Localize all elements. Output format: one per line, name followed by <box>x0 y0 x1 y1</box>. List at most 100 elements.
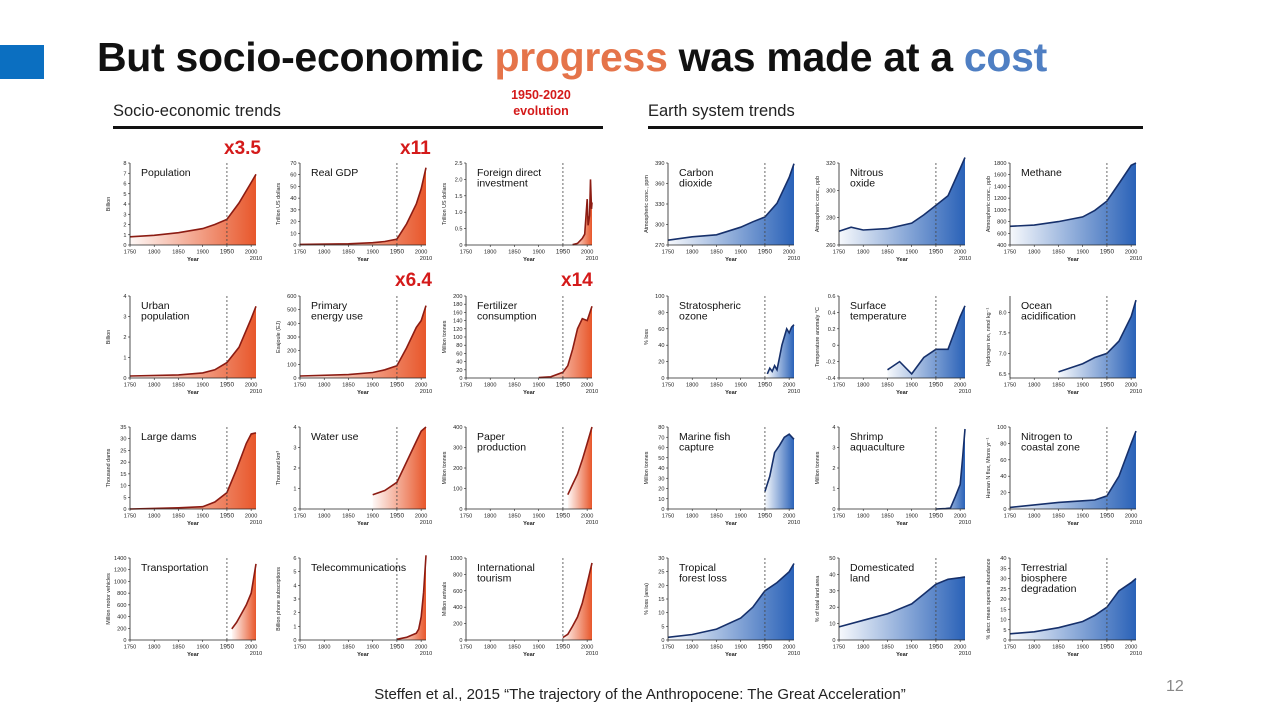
x-tick-label: 1900 <box>734 250 746 256</box>
x-tick-label: 1950 <box>758 513 773 520</box>
y-tick-label: 3 <box>293 446 296 452</box>
x-tick-label: 1900 <box>734 383 746 389</box>
x-tick-label: 1800 <box>857 645 869 651</box>
chart-title: production <box>477 442 526 454</box>
y-tick-label: 400 <box>453 425 462 431</box>
y-tick-label: 400 <box>997 243 1006 249</box>
series-area <box>372 427 426 509</box>
chart-title: Tropical <box>679 562 716 574</box>
series-area <box>562 562 592 640</box>
x-tick-label: 2000 <box>415 645 427 651</box>
x-tick-label: 1900 <box>1076 250 1088 256</box>
chart-title: Primary <box>311 300 348 312</box>
x-tick-label: 1750 <box>833 645 845 651</box>
y-tick-label: 1 <box>293 487 296 493</box>
y-tick-label: 40 <box>829 572 835 578</box>
chart-primary-energy-use: 0 100 200 300 400 500 600 1750 1800 1850 1900 1950 2… <box>276 294 432 396</box>
y-tick-label: 50 <box>658 456 664 462</box>
y-tick-label: 200 <box>117 626 126 632</box>
x-axis-label: Year <box>523 257 536 263</box>
series-line <box>538 306 593 379</box>
y-tick-label: 5 <box>293 570 296 576</box>
y-tick-label: 800 <box>117 591 126 597</box>
y-axis-label: Atmospheric conc., ppm <box>644 175 650 233</box>
slide-title: But socio-economic progress was made at … <box>97 34 1047 81</box>
period-note: 1950-2020 evolution <box>498 87 584 119</box>
y-tick-label: 0 <box>123 507 126 513</box>
series-area <box>130 174 256 245</box>
x-tick-label: 2000 <box>245 250 257 256</box>
x-tick-label: 1850 <box>1052 645 1064 651</box>
y-tick-label: 200 <box>453 466 462 472</box>
y-tick-label: 60 <box>658 446 664 452</box>
y-axis-label: Million tonnes <box>644 451 650 484</box>
x-axis-label: Year <box>187 390 200 396</box>
y-tick-label: 360 <box>655 182 664 188</box>
x-tick-label: 1900 <box>1076 514 1088 520</box>
chart-surface-temperature: -0.4 -0.2 0 0.2 0.4 0.6 1750 1800 1850 1900 1950 20… <box>815 294 971 396</box>
x-tick-label: 1900 <box>905 514 917 520</box>
y-tick-label: 40 <box>1000 474 1006 480</box>
x-tick-label: 2000 <box>581 383 593 389</box>
y-tick-label: 8.0 <box>999 310 1007 316</box>
y-tick-label: 260 <box>826 243 835 249</box>
chart-title: biosphere <box>1021 573 1067 585</box>
x-tick-label: 2000 <box>415 250 427 256</box>
y-tick-label: 20 <box>658 360 664 366</box>
y-tick-label: 2.0 <box>455 177 463 183</box>
y-axis-label: Temperature anomaly °C <box>815 307 821 367</box>
x-tick-label: 1950 <box>758 249 773 256</box>
y-tick-label: 390 <box>655 161 664 167</box>
y-tick-label: 1000 <box>450 556 462 562</box>
x-tick-label: 1750 <box>294 514 306 520</box>
y-tick-label: 10 <box>120 484 126 490</box>
x-tick-label: 2010 <box>788 256 800 262</box>
series-area <box>1010 578 1136 640</box>
series-line <box>396 555 427 641</box>
x-axis-label: Year <box>725 390 738 396</box>
x-tick-label: 1850 <box>881 383 893 389</box>
x-tick-label: 2000 <box>245 645 257 651</box>
chart-title: Marine fish <box>679 431 731 443</box>
x-tick-label: 1900 <box>196 645 208 651</box>
y-tick-label: 600 <box>117 603 126 609</box>
x-tick-label: 1800 <box>686 514 698 520</box>
x-tick-label: 1750 <box>1004 250 1016 256</box>
x-tick-label: 1850 <box>881 250 893 256</box>
y-tick-label: 300 <box>826 188 835 194</box>
x-tick-label: 1850 <box>342 250 354 256</box>
x-tick-label: 2010 <box>959 651 971 657</box>
y-axis-label: Trillion US dollars <box>276 183 282 225</box>
chart-title: temperature <box>850 311 907 323</box>
x-tick-label: 1950 <box>758 644 773 651</box>
y-tick-label: 3 <box>123 212 126 218</box>
chart-title: Telecommunications <box>311 562 406 574</box>
y-tick-label: 30 <box>658 556 664 562</box>
y-tick-label: 0.4 <box>828 310 836 316</box>
y-tick-label: 0 <box>832 638 835 644</box>
x-tick-label: 2010 <box>586 520 598 526</box>
x-tick-label: 1750 <box>294 250 306 256</box>
y-tick-label: 50 <box>290 184 296 190</box>
y-axis-label: Million tonnes <box>815 451 821 484</box>
chart-title: capture <box>679 442 714 454</box>
x-tick-label: 1750 <box>833 514 845 520</box>
x-tick-label: 1900 <box>905 383 917 389</box>
x-tick-label: 1950 <box>390 513 405 520</box>
y-tick-label: 20 <box>290 220 296 226</box>
y-tick-label: 10 <box>829 622 835 628</box>
y-tick-label: 5 <box>123 495 126 501</box>
chart-title: Shrimp <box>850 431 883 443</box>
chart-real-gdp: 0 10 20 30 40 50 60 70 1750 1800 1850 1900 1950 20002… <box>276 161 432 263</box>
x-tick-label: 1750 <box>662 250 674 256</box>
y-tick-label: 100 <box>997 425 1006 431</box>
y-tick-label: 0.6 <box>828 294 836 300</box>
series-line <box>766 324 795 375</box>
y-tick-label: 0 <box>661 376 664 382</box>
y-tick-label: 20 <box>658 487 664 493</box>
series-line <box>129 173 257 238</box>
y-axis-label: % of total land area <box>815 576 821 622</box>
chart-title: Urban <box>141 300 170 312</box>
y-tick-label: 600 <box>997 231 1006 237</box>
chart-title: Large dams <box>141 431 196 443</box>
